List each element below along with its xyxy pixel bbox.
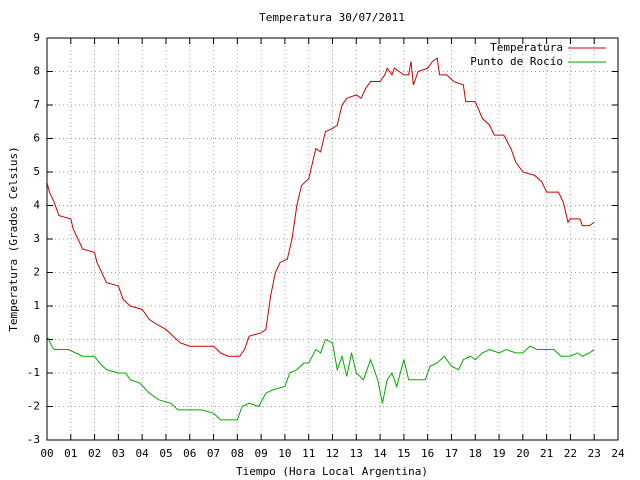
y-tick-label: 9 [33,31,40,44]
y-tick-label: -3 [27,433,40,446]
data-line [46,335,595,421]
x-tick-label: 24 [611,447,625,460]
y-tick-label: 8 [33,65,40,78]
x-tick-label: 08 [231,447,244,460]
y-tick-label: 6 [33,132,40,145]
x-tick-label: 00 [40,447,53,460]
chart-title: Temperatura 30/07/2011 [259,11,405,24]
x-tick-label: 05 [159,447,172,460]
x-tick-label: 18 [469,447,482,460]
y-tick-label: 5 [33,165,40,178]
y-tick-label: -2 [27,400,40,413]
y-tick-label: -1 [27,366,40,379]
x-tick-label: 12 [326,447,339,460]
y-tick-label: 3 [33,232,40,245]
data-line [46,57,595,357]
y-tick-label: 7 [33,98,40,111]
x-tick-label: 23 [588,447,601,460]
x-tick-label: 07 [207,447,220,460]
x-tick-label: 14 [373,447,387,460]
x-tick-label: 21 [540,447,553,460]
x-tick-label: 03 [112,447,125,460]
plot-frame [46,37,619,441]
x-tick-label: 15 [397,447,410,460]
y-tick-label: 0 [33,333,40,346]
x-tick-label: 22 [564,447,577,460]
x-tick-label: 19 [492,447,505,460]
x-tick-label: 02 [88,447,101,460]
x-tick-label: 06 [183,447,196,460]
legend-label: Punto de Rocío [470,55,563,68]
y-tick-label: 1 [33,299,40,312]
y-tick-label: 4 [33,199,40,212]
x-tick-label: 17 [445,447,458,460]
x-tick-label: 20 [516,447,529,460]
x-tick-label: 10 [278,447,291,460]
x-tick-label: 09 [255,447,268,460]
x-tick-label: 11 [302,447,315,460]
legend-label: Temperatura [490,41,563,54]
y-tick-label: 2 [33,266,40,279]
x-axis-label: Tiempo (Hora Local Argentina) [236,465,428,478]
y-axis-label: Temperatura (Grados Celsius) [7,146,20,331]
x-tick-label: 04 [136,447,150,460]
x-tick-label: 01 [64,447,77,460]
x-tick-label: 13 [350,447,363,460]
x-tick-label: 16 [421,447,434,460]
